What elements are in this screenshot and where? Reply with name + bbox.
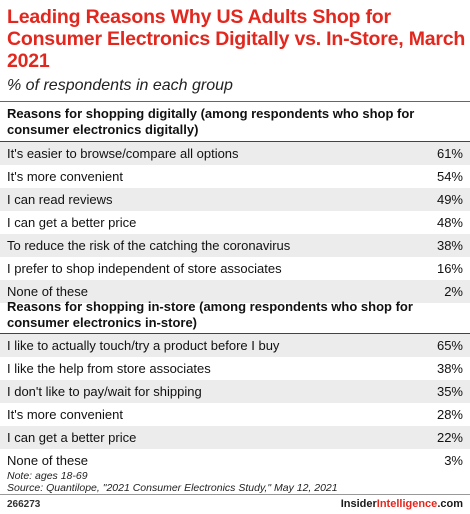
table-row: I like to actually touch/try a product b…: [0, 334, 470, 357]
row-label: I can read reviews: [7, 192, 113, 207]
row-value: 61%: [436, 146, 463, 161]
row-label: None of these: [7, 284, 88, 299]
table-row: None of these 2%: [0, 280, 470, 303]
row-value: 28%: [436, 407, 463, 422]
table-row: To reduce the risk of the catching the c…: [0, 234, 470, 257]
chart-subtitle: % of respondents in each group: [7, 77, 233, 94]
table-row: I like the help from store associates 38…: [0, 357, 470, 380]
table-row: It's more convenient 28%: [0, 403, 470, 426]
row-value: 49%: [436, 192, 463, 207]
brand-part2: Intelligence: [376, 498, 438, 510]
row-value: 54%: [436, 169, 463, 184]
row-label: To reduce the risk of the catching the c…: [7, 238, 291, 253]
title-divider: [0, 101, 470, 102]
chart-title: Leading Reasons Why US Adults Shop for C…: [7, 6, 466, 72]
brand-part1: Insider: [340, 498, 377, 510]
table-row: I don't like to pay/wait for shipping 35…: [0, 380, 470, 403]
row-value: 16%: [436, 261, 463, 276]
row-value: 48%: [436, 215, 463, 230]
table-row: I prefer to shop independent of store as…: [0, 257, 470, 280]
table-row: It's more convenient 54%: [0, 165, 470, 188]
row-label: I like to actually touch/try a product b…: [7, 338, 280, 353]
row-label: None of these: [7, 453, 88, 468]
row-label: It's more convenient: [7, 169, 123, 184]
table-row: It's easier to browse/compare all option…: [0, 142, 470, 165]
row-label: I like the help from store associates: [7, 361, 211, 376]
table-row: I can read reviews 49%: [0, 188, 470, 211]
brand-suffix: .com: [437, 498, 463, 510]
source: Source: Quantilope, "2021 Consumer Elect…: [7, 482, 338, 494]
row-value: 38%: [436, 238, 463, 253]
row-value: 3%: [444, 453, 463, 468]
row-label: I can get a better price: [7, 215, 137, 230]
row-label: I prefer to shop independent of store as…: [7, 261, 282, 276]
section-divider-digital: [0, 141, 470, 142]
table-row: None of these 3%: [0, 449, 470, 472]
row-label: I can get a better price: [7, 430, 137, 445]
row-value: 2%: [444, 284, 463, 299]
chart-id: 266273: [7, 499, 41, 510]
row-label: It's easier to browse/compare all option…: [7, 146, 239, 161]
note: Note: ages 18-69: [7, 470, 88, 482]
row-value: 65%: [436, 338, 463, 353]
row-value: 22%: [436, 430, 463, 445]
section-header-digital: Reasons for shopping digitally (among re…: [7, 106, 415, 137]
table-row: I can get a better price 48%: [0, 211, 470, 234]
row-value: 35%: [436, 384, 463, 399]
brand-logo: InsiderIntelligence.com: [341, 498, 463, 510]
footer-divider: [0, 494, 470, 495]
row-label: It's more convenient: [7, 407, 123, 422]
row-label: I don't like to pay/wait for shipping: [7, 384, 202, 399]
section-header-instore: Reasons for shopping in-store (among res…: [7, 299, 413, 330]
table-row: I can get a better price 22%: [0, 426, 470, 449]
section-divider-instore: [0, 333, 470, 334]
row-value: 38%: [436, 361, 463, 376]
